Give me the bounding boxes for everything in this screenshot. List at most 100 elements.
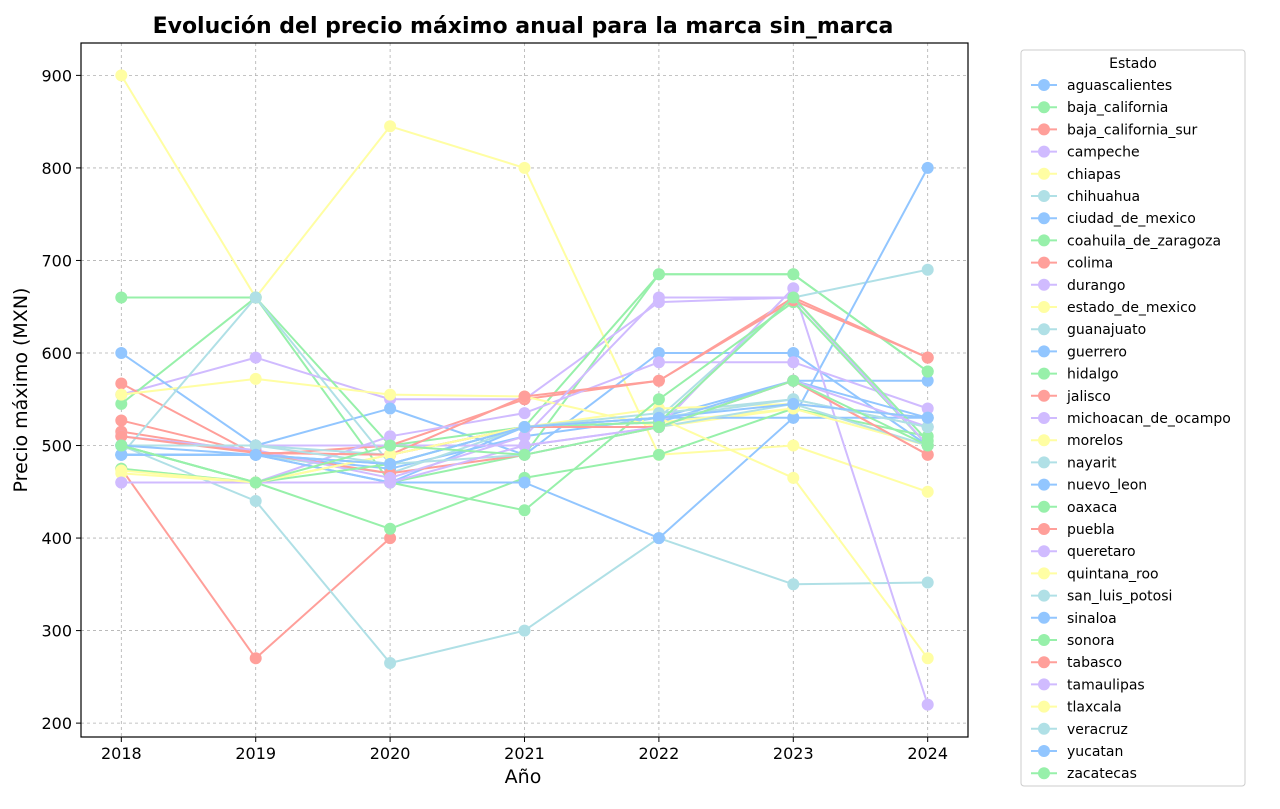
x-tick-label: 2019	[235, 744, 276, 763]
legend-item-campeche: campeche	[1031, 145, 1140, 161]
legend-marker	[1038, 234, 1050, 247]
legend-item-sonora: sonora	[1031, 633, 1115, 649]
legend-label: baja_california_sur	[1067, 122, 1198, 138]
legend-marker	[1038, 589, 1050, 602]
legend-label: chiapas	[1067, 167, 1121, 183]
legend-marker	[1038, 611, 1050, 624]
data-point	[652, 393, 665, 406]
x-axis-title: Año	[505, 766, 542, 788]
legend-label: hidalgo	[1067, 367, 1119, 383]
legend-item-guanajuato: guanajuato	[1031, 322, 1146, 338]
legend-label: puebla	[1067, 522, 1115, 538]
legend-label: sinaloa	[1067, 611, 1117, 627]
y-tick-label: 400	[41, 529, 72, 548]
legend-label: quintana_roo	[1067, 566, 1159, 582]
data-point	[249, 372, 262, 385]
legend-label: campeche	[1067, 145, 1140, 161]
data-point	[115, 347, 128, 359]
legend-item-tlaxcala: tlaxcala	[1031, 700, 1122, 716]
data-point	[787, 268, 800, 281]
legend-item-baja_california_sur: baja_california_sur	[1031, 122, 1198, 138]
legend-label: tabasco	[1067, 655, 1122, 671]
y-tick-label: 200	[41, 714, 72, 733]
data-point	[921, 421, 934, 433]
data-point	[921, 652, 934, 665]
legend-label: nayarit	[1067, 455, 1117, 471]
legend-marker	[1038, 434, 1050, 447]
data-point	[249, 476, 262, 489]
legend-label: guanajuato	[1067, 322, 1146, 338]
data-point	[652, 411, 665, 424]
data-point	[921, 439, 934, 452]
data-point	[115, 464, 128, 477]
data-point	[921, 365, 934, 378]
y-tick-label: 800	[41, 159, 72, 178]
legend-item-hidalgo: hidalgo	[1031, 367, 1119, 383]
legend-item-baja_california: baja_california	[1031, 100, 1168, 116]
data-point	[921, 411, 934, 424]
legend-marker	[1038, 523, 1050, 535]
legend-label: chihuahua	[1067, 189, 1140, 205]
legend-marker	[1038, 101, 1050, 114]
data-point	[384, 476, 397, 489]
legend-item-morelos: morelos	[1031, 433, 1123, 449]
legend-label: oaxaca	[1067, 500, 1117, 516]
legend-label: tamaulipas	[1067, 677, 1145, 693]
data-point	[518, 504, 531, 517]
data-point	[518, 407, 531, 420]
data-point	[384, 439, 397, 452]
legend-item-nayarit: nayarit	[1031, 455, 1117, 471]
data-point	[115, 476, 128, 489]
data-point	[518, 421, 531, 433]
legend-marker	[1038, 145, 1050, 158]
legend-label: yucatan	[1067, 744, 1123, 760]
data-point	[249, 351, 262, 364]
legend-marker	[1038, 745, 1050, 757]
legend-label: baja_california	[1067, 100, 1168, 116]
legend-item-guerrero: guerrero	[1031, 344, 1127, 360]
legend-item-chihuahua: chihuahua	[1031, 189, 1140, 205]
legend-label: queretaro	[1067, 544, 1136, 560]
legend-item-coahuila_de_zaragoza: coahuila_de_zaragoza	[1031, 233, 1221, 249]
data-point	[518, 390, 531, 403]
data-point	[921, 161, 934, 174]
data-point	[384, 388, 397, 401]
chart-title: Evolución del precio máximo anual para l…	[153, 14, 894, 39]
data-point	[518, 448, 531, 461]
legend-marker	[1038, 567, 1050, 580]
data-point	[249, 448, 262, 461]
legend-label: ciudad_de_mexico	[1067, 211, 1196, 227]
data-point	[384, 458, 397, 470]
legend-item-durango: durango	[1031, 278, 1125, 294]
data-point	[652, 448, 665, 461]
data-point	[115, 397, 128, 410]
legend-item-queretaro: queretaro	[1031, 544, 1136, 560]
legend-label: michoacan_de_ocampo	[1067, 411, 1231, 427]
grid	[81, 43, 968, 737]
x-tick-label: 2022	[639, 744, 680, 763]
legend-label: sonora	[1067, 633, 1115, 649]
x-tick-label: 2020	[370, 744, 411, 763]
data-point	[249, 495, 262, 507]
legend-label: morelos	[1067, 433, 1123, 449]
legend-label: tlaxcala	[1067, 700, 1122, 716]
legend-item-quintana_roo: quintana_roo	[1031, 566, 1159, 582]
legend-marker	[1038, 256, 1050, 269]
legend-marker	[1038, 345, 1050, 358]
legend-label: guerrero	[1067, 344, 1127, 360]
x-tick-label: 2018	[101, 744, 142, 763]
data-point	[652, 356, 665, 369]
data-point	[384, 657, 397, 669]
legend-item-zacatecas: zacatecas	[1031, 766, 1137, 782]
legend-item-estado_de_mexico: estado_de_mexico	[1031, 300, 1196, 316]
y-axis-title: Precio máximo (MXN)	[10, 288, 32, 493]
axes: 2018 2019 2020 2021 2022 2023 2024 200 300 400 500…	[41, 42, 969, 763]
data-point	[249, 652, 262, 665]
legend-label: coahuila_de_zaragoza	[1067, 233, 1221, 249]
data-point	[384, 402, 397, 415]
data-point	[518, 161, 531, 174]
data-point	[787, 374, 800, 387]
legend-marker	[1038, 456, 1050, 469]
data-point	[921, 698, 934, 711]
